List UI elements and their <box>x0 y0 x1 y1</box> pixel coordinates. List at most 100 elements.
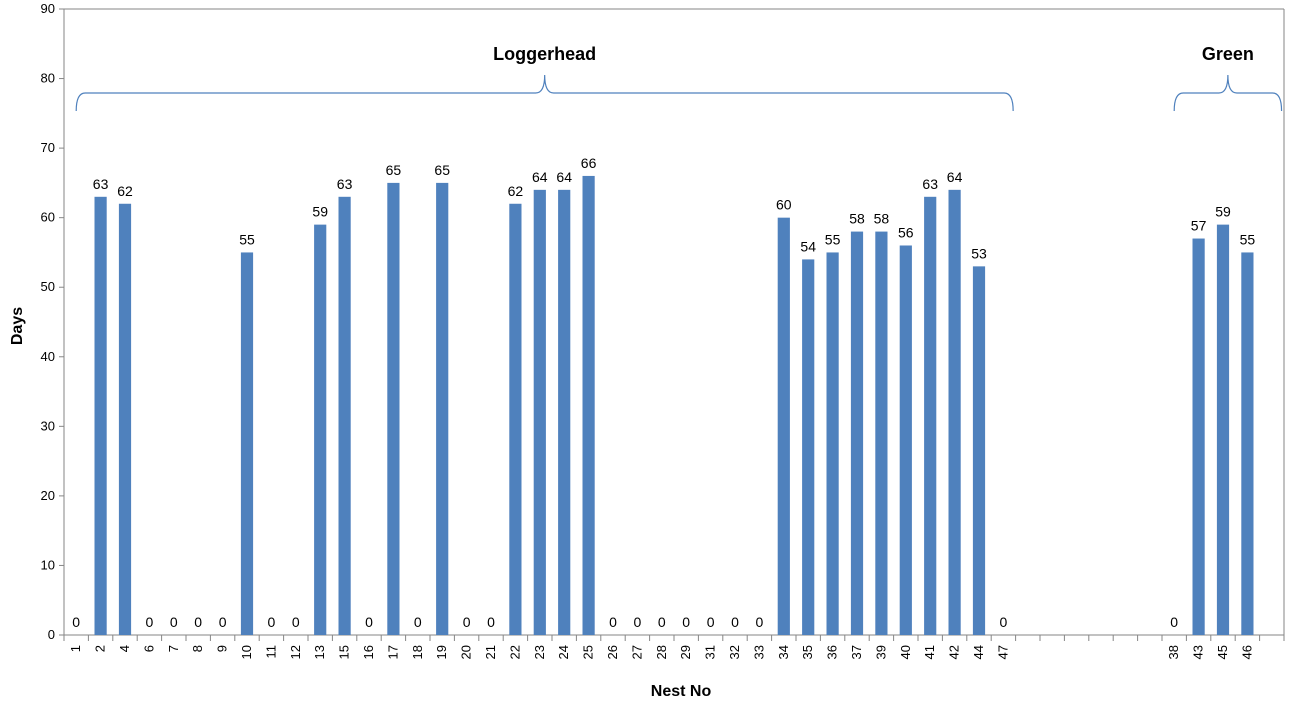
y-tick-label: 90 <box>41 1 55 16</box>
bar <box>118 203 132 635</box>
y-axis-title: Days <box>9 307 26 345</box>
bar <box>972 266 986 635</box>
data-label: 55 <box>1240 231 1256 247</box>
data-label: 0 <box>731 614 739 630</box>
data-label: 63 <box>93 176 109 192</box>
x-tick-label: 20 <box>459 645 474 659</box>
data-label: 64 <box>947 169 963 185</box>
x-tick-label: 15 <box>337 645 352 659</box>
x-tick-label: 17 <box>385 645 400 659</box>
x-tick-label: 11 <box>263 645 278 659</box>
data-label: 0 <box>463 614 471 630</box>
data-label: 65 <box>386 162 402 178</box>
group-bracket <box>1173 74 1283 112</box>
x-tick-label: 4 <box>117 645 132 652</box>
x-tick-label: 37 <box>849 645 864 659</box>
y-tick-label: 70 <box>41 140 55 155</box>
data-label: 66 <box>581 155 597 171</box>
y-tick-label: 10 <box>41 557 55 572</box>
data-label: 59 <box>1215 204 1231 220</box>
y-tick-label: 40 <box>41 349 55 364</box>
data-label: 0 <box>219 614 227 630</box>
y-tick-label: 60 <box>41 210 55 225</box>
bar <box>387 182 400 635</box>
bar <box>533 189 546 635</box>
data-label: 0 <box>609 614 617 630</box>
data-label: 0 <box>365 614 373 630</box>
data-label: 56 <box>898 224 914 240</box>
data-label: 0 <box>658 614 666 630</box>
x-tick-label: 18 <box>410 645 425 659</box>
data-label: 0 <box>487 614 495 630</box>
bar <box>875 231 888 636</box>
group-label: Green <box>1202 44 1254 64</box>
data-label: 57 <box>1191 218 1207 234</box>
x-tick-label: 6 <box>141 645 156 652</box>
bar <box>850 231 864 636</box>
x-tick-label: 32 <box>727 645 742 659</box>
x-tick-label: 47 <box>995 645 1010 659</box>
x-tick-label: 9 <box>215 645 230 652</box>
data-label: 0 <box>756 614 764 630</box>
x-tick-label: 26 <box>605 645 620 659</box>
x-tick-label: 35 <box>800 645 815 659</box>
x-tick-label: 24 <box>556 645 571 659</box>
x-tick-label: 19 <box>434 645 449 659</box>
x-tick-label: 29 <box>678 645 693 659</box>
data-label: 62 <box>117 183 133 199</box>
x-tick-label: 40 <box>898 645 913 659</box>
x-tick-label: 41 <box>922 645 937 659</box>
data-label: 58 <box>849 211 865 227</box>
data-label: 0 <box>268 614 276 630</box>
y-tick-label: 30 <box>41 418 55 433</box>
x-tick-label: 12 <box>288 645 303 659</box>
data-label: 0 <box>72 614 80 630</box>
data-label: 55 <box>239 231 255 247</box>
data-label: 0 <box>170 614 178 630</box>
data-label: 53 <box>971 245 987 261</box>
data-label: 62 <box>508 183 524 199</box>
bar <box>436 182 449 635</box>
data-label: 64 <box>556 169 572 185</box>
x-tick-label: 42 <box>947 645 962 659</box>
group-bracket <box>75 74 1014 112</box>
data-label: 0 <box>1170 614 1178 630</box>
bar <box>314 224 327 635</box>
x-tick-label: 28 <box>654 645 669 659</box>
bar <box>899 245 912 635</box>
x-tick-label: 36 <box>825 645 840 659</box>
x-tick-label: 34 <box>776 645 791 659</box>
x-tick-label: 1 <box>68 645 83 652</box>
x-tick-label: 2 <box>93 645 108 652</box>
bar <box>802 259 815 635</box>
data-label: 60 <box>776 197 792 213</box>
data-label: 55 <box>825 231 841 247</box>
data-label: 0 <box>194 614 202 630</box>
bar <box>1241 252 1254 635</box>
x-tick-label: 31 <box>703 645 718 659</box>
x-tick-label: 46 <box>1239 645 1254 659</box>
x-tick-label: 25 <box>581 645 596 659</box>
data-label: 65 <box>434 162 450 178</box>
data-label: 0 <box>146 614 154 630</box>
data-label: 58 <box>874 211 890 227</box>
bar <box>826 252 839 635</box>
x-tick-label: 21 <box>483 645 498 659</box>
data-label: 0 <box>634 614 642 630</box>
axes <box>59 8 1285 641</box>
data-label: 59 <box>312 204 328 220</box>
data-label: 0 <box>1000 614 1008 630</box>
x-tick-label: 13 <box>312 645 327 659</box>
x-tick-label: 22 <box>507 645 522 659</box>
bar <box>1216 224 1230 635</box>
x-tick-label: 8 <box>190 645 205 652</box>
x-tick-label: 10 <box>239 645 254 659</box>
data-label: 0 <box>292 614 300 630</box>
y-tick-label: 20 <box>41 488 55 503</box>
x-tick-label: 45 <box>1215 645 1230 659</box>
x-tick-label: 16 <box>361 645 376 659</box>
